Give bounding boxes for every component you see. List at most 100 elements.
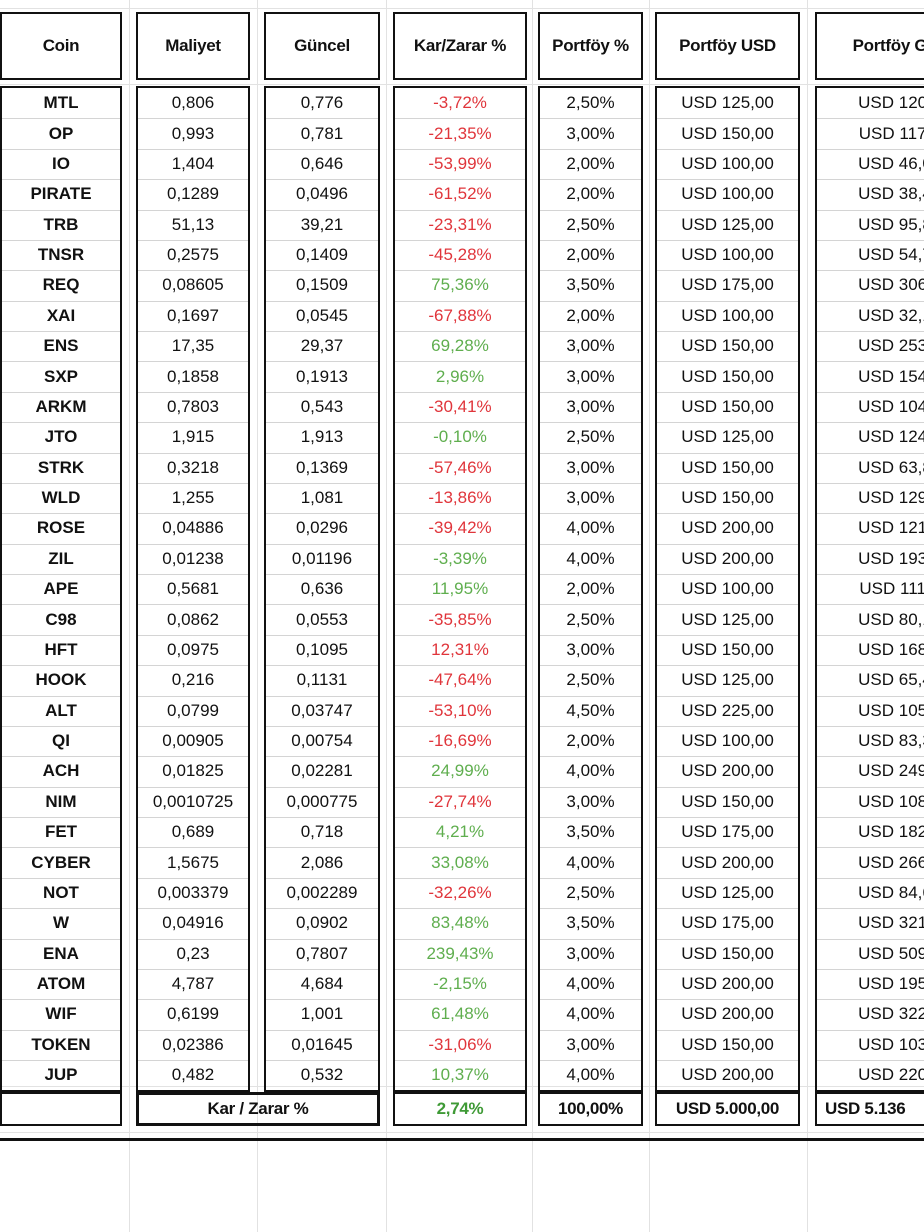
grid-line — [0, 84, 924, 85]
row-line — [266, 331, 378, 332]
value-cell: 1,5675 — [167, 852, 219, 872]
row-line — [138, 877, 248, 879]
value-cell: USD 125,00 — [681, 609, 774, 629]
row-line — [2, 422, 120, 424]
row-line — [138, 391, 248, 393]
row-line — [395, 118, 525, 120]
row-line — [2, 543, 120, 545]
row-line — [657, 209, 798, 211]
row-line — [657, 908, 798, 910]
row-line — [395, 422, 525, 424]
grid-line — [807, 0, 808, 1232]
row-line — [266, 422, 378, 424]
value-cell: 75,36% — [431, 275, 489, 295]
row-line — [395, 300, 525, 302]
value-cell: 4,00% — [566, 852, 615, 872]
row-line — [266, 968, 378, 970]
row-line — [657, 179, 798, 181]
row-line — [657, 270, 798, 272]
row-line — [266, 725, 378, 727]
coin-cell: STRK — [37, 457, 85, 477]
row-line — [817, 725, 924, 727]
value-cell: 2,50% — [566, 882, 615, 902]
row-line — [540, 908, 641, 910]
value-cell: -53,99% — [428, 153, 492, 173]
value-cell: USD 105, — [858, 700, 924, 720]
row-line — [540, 239, 641, 241]
value-cell: USD 150,00 — [681, 457, 774, 477]
row-line — [138, 270, 248, 272]
value-cell: 2,00% — [566, 153, 615, 173]
row-line — [2, 604, 120, 606]
value-cell: 0,04916 — [162, 913, 224, 933]
row-line — [2, 695, 120, 697]
coin-cell: REQ — [42, 275, 80, 295]
coin-cell: ENS — [43, 336, 79, 356]
value-cell: 4,21% — [435, 822, 485, 842]
value-cell: USD 100,00 — [681, 153, 774, 173]
value-cell: USD 150,00 — [681, 488, 774, 508]
value-cell: 3,00% — [566, 366, 615, 386]
header-cell: Güncel — [294, 36, 350, 55]
value-cell: USD 120, — [858, 93, 924, 113]
row-line — [817, 695, 924, 697]
value-cell: USD 154, — [858, 366, 924, 386]
row-line — [2, 513, 120, 515]
value-cell: USD 125,00 — [681, 670, 774, 690]
row-line — [395, 331, 525, 332]
row-line — [395, 270, 525, 272]
row-line — [266, 999, 378, 1001]
coin-cell: JTO — [44, 427, 78, 447]
row-line — [540, 847, 641, 849]
value-cell: 0,776 — [300, 93, 344, 113]
row-line — [817, 452, 924, 454]
row-line — [540, 270, 641, 272]
value-cell: USD 322, — [858, 1004, 924, 1024]
row-line — [540, 179, 641, 181]
value-cell: USD 80,1 — [858, 609, 924, 629]
value-cell: USD 100,00 — [681, 305, 774, 325]
row-line — [395, 695, 525, 697]
column-box — [655, 86, 800, 1093]
row-line — [2, 270, 120, 272]
row-line — [657, 422, 798, 424]
coin-cell: WIF — [45, 1004, 77, 1024]
coin-cell: ACH — [42, 761, 80, 781]
grid-line — [532, 0, 533, 1232]
row-line — [266, 1060, 378, 1061]
row-line — [657, 361, 798, 363]
value-cell: USD 225,00 — [681, 700, 774, 720]
value-cell: 3,00% — [566, 639, 615, 659]
value-cell: USD 150,00 — [681, 366, 774, 386]
row-line — [2, 999, 120, 1001]
value-cell: 3,50% — [566, 913, 615, 933]
value-cell: 0,1697 — [167, 305, 219, 325]
row-line — [817, 847, 924, 849]
row-line — [657, 148, 798, 150]
value-cell: -30,41% — [428, 396, 492, 416]
row-line — [2, 300, 120, 302]
value-cell: 1,913 — [300, 427, 344, 447]
value-cell: 10,37% — [431, 1065, 489, 1085]
row-line — [540, 1060, 641, 1061]
row-line — [657, 118, 798, 120]
row-line — [138, 300, 248, 302]
footer-box — [136, 1092, 380, 1126]
value-cell: 17,35 — [171, 336, 215, 356]
value-cell: 61,48% — [431, 1004, 489, 1024]
value-cell: USD 100,00 — [681, 184, 774, 204]
column-box — [393, 86, 527, 1093]
row-line — [138, 756, 248, 758]
row-line — [395, 543, 525, 545]
value-cell: -27,74% — [428, 791, 492, 811]
row-line — [395, 938, 525, 940]
row-line — [657, 513, 798, 515]
value-cell: 4,684 — [300, 974, 344, 994]
row-line — [2, 1060, 120, 1061]
coin-cell: FET — [44, 822, 78, 842]
value-cell: 0,02281 — [291, 761, 353, 781]
value-cell: -23,31% — [428, 214, 492, 234]
value-cell: USD 195, — [858, 974, 924, 994]
coin-cell: HFT — [44, 639, 78, 659]
value-cell: 0,0010725 — [152, 791, 234, 811]
